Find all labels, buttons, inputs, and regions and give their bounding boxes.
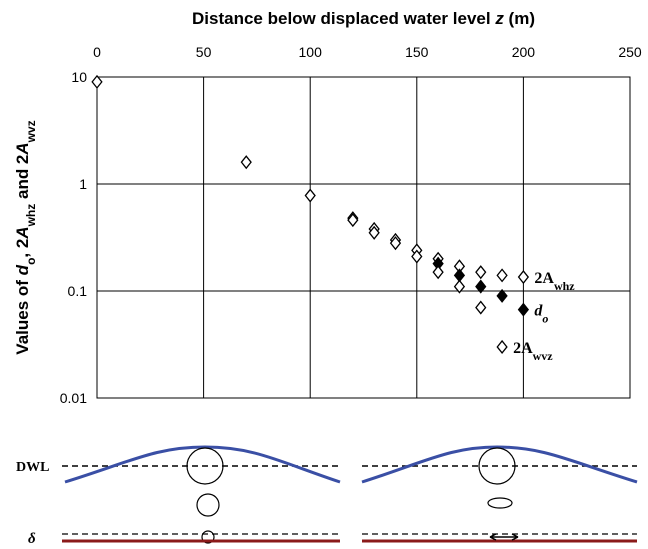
ylabel-part: whz: [24, 204, 38, 228]
ylabel-part: A: [13, 226, 32, 239]
ylabel-part: o: [24, 258, 38, 265]
data-point: [91, 74, 103, 89]
data-point: [240, 155, 252, 170]
series-name-sub: wvz: [533, 349, 554, 363]
data-point: [453, 279, 466, 294]
data-point: [517, 302, 530, 317]
wave-profile: [64, 445, 341, 484]
data-point: [411, 249, 423, 264]
x-tick-label: 100: [299, 44, 323, 60]
ylabel-part: Values of: [13, 275, 32, 354]
ylabel-part: and 2: [13, 155, 32, 204]
y-tick-label: 0.1: [68, 283, 88, 299]
data-point: [496, 339, 508, 354]
data-point: [389, 236, 402, 251]
delta-label: δ: [28, 531, 36, 547]
x-tick-label: 250: [618, 44, 642, 60]
x-tick-label: 50: [196, 44, 212, 60]
data-point: [432, 265, 444, 280]
data-point: [517, 270, 530, 285]
orbit: [196, 493, 220, 517]
ylabel-part: , 2: [13, 239, 32, 258]
data-point: [304, 188, 316, 203]
x-tick-label: 200: [512, 44, 536, 60]
ylabel-part: d: [13, 264, 32, 275]
wave-diagram: DWL δ: [16, 445, 638, 547]
series-name: 2A: [513, 340, 533, 357]
series-label: 2Awvz: [513, 340, 553, 363]
orbit: [186, 447, 224, 485]
data-point: [347, 213, 359, 228]
y-tick-label: 10: [71, 69, 87, 85]
ylabel-part: wvz: [24, 120, 38, 143]
xlabel-part: Distance below displaced water level: [192, 9, 495, 28]
xlabel-part: z: [494, 9, 504, 28]
y-tick-label: 0.01: [60, 390, 87, 406]
xlabel-part: (m): [504, 9, 535, 28]
dwl-label: DWL: [16, 460, 49, 475]
wave-profile: [361, 445, 638, 484]
data-point: [475, 300, 487, 315]
orbit: [478, 447, 516, 485]
data-point: [475, 279, 487, 294]
ylabel-part: A: [13, 142, 32, 155]
series-name: 2A: [534, 270, 554, 287]
x-tick-label: 150: [405, 44, 429, 60]
series-name: d: [534, 303, 543, 320]
x-tick-label: 0: [93, 44, 101, 60]
data-point: [368, 225, 380, 240]
series-name-sub: o: [542, 312, 548, 326]
y-axis-label: Values of do, 2Awhz and 2Awvz: [13, 120, 38, 354]
series-label: do: [534, 303, 548, 326]
data-point: [496, 288, 508, 303]
y-tick-label: 1: [79, 176, 87, 192]
chart: 0 50 100 150 200 250 0.01 0.1 1 10 Distance below …: [13, 9, 642, 406]
data-point: [496, 268, 508, 283]
orbit: [487, 497, 513, 509]
orbit: [201, 530, 215, 544]
series-label: 2Awhz: [534, 270, 575, 293]
data-point: [475, 265, 487, 280]
series-name-sub: whz: [554, 279, 575, 293]
horizontal-motion-arrow: [489, 533, 519, 541]
x-axis-label: Distance below displaced water level z (…: [192, 9, 535, 28]
